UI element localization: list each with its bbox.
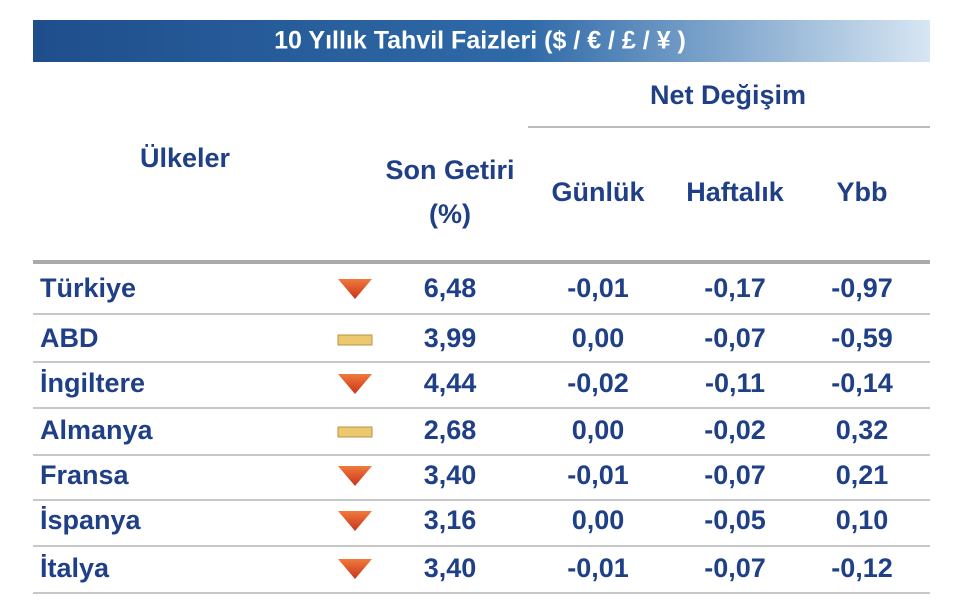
ytd-change: 0,10 (836, 505, 889, 535)
trend-down-icon (338, 511, 372, 531)
ytd-change: -0,97 (831, 273, 893, 303)
weekly-change: -0,07 (704, 553, 766, 583)
country: ABD (40, 323, 99, 353)
ytd-change: -0,59 (831, 323, 893, 353)
country: İngiltere (40, 368, 145, 398)
yield: 3,99 (424, 323, 477, 353)
weekly-change: -0,05 (704, 505, 766, 535)
daily-change: -0,02 (567, 368, 629, 398)
yield: 3,40 (424, 553, 477, 583)
ytd-change: 0,21 (836, 460, 889, 490)
daily-change: 0,00 (572, 505, 625, 535)
yield: 3,40 (424, 460, 477, 490)
trend-flat-icon (337, 426, 373, 438)
daily-change: -0,01 (567, 460, 629, 490)
ytd-change: -0,12 (831, 553, 893, 583)
ytd-change: -0,14 (831, 368, 893, 398)
header-ytd: Ybb (837, 177, 888, 207)
weekly-change: -0,07 (704, 323, 766, 353)
daily-change: 0,00 (572, 323, 625, 353)
trend-down-icon (338, 466, 372, 486)
weekly-change: -0,17 (704, 273, 766, 303)
title: 10 Yıllık Tahvil Faizleri ($ / € / £ / ¥… (274, 27, 686, 55)
header-net-change: Net Değişim (650, 80, 806, 110)
yield: 3,16 (424, 505, 477, 535)
ytd-change: 0,32 (836, 415, 889, 445)
daily-change: -0,01 (567, 273, 629, 303)
header-yield: Son Getiri (385, 155, 514, 185)
title-bar (33, 20, 930, 62)
country: Fransa (40, 460, 130, 490)
trend-down-icon (338, 374, 372, 394)
yield: 6,48 (424, 273, 477, 303)
trend-flat-icon (337, 334, 373, 346)
weekly-change: -0,11 (705, 368, 765, 398)
weekly-change: -0,07 (704, 460, 766, 490)
country: İspanya (40, 505, 142, 535)
daily-change: -0,01 (567, 553, 629, 583)
weekly-change: -0,02 (704, 415, 766, 445)
trend-down-icon (338, 279, 372, 299)
header-daily: Günlük (552, 177, 646, 207)
header-weekly: Haftalık (686, 177, 785, 207)
trend-down-icon (338, 559, 372, 579)
yield: 4,44 (424, 368, 477, 398)
header-country: Ülkeler (140, 143, 231, 173)
country: Almanya (40, 415, 154, 445)
country: İtalya (40, 553, 110, 583)
country: Türkiye (40, 273, 136, 303)
daily-change: 0,00 (572, 415, 625, 445)
yield: 2,68 (424, 415, 477, 445)
header-yield-unit: (%) (429, 199, 471, 229)
